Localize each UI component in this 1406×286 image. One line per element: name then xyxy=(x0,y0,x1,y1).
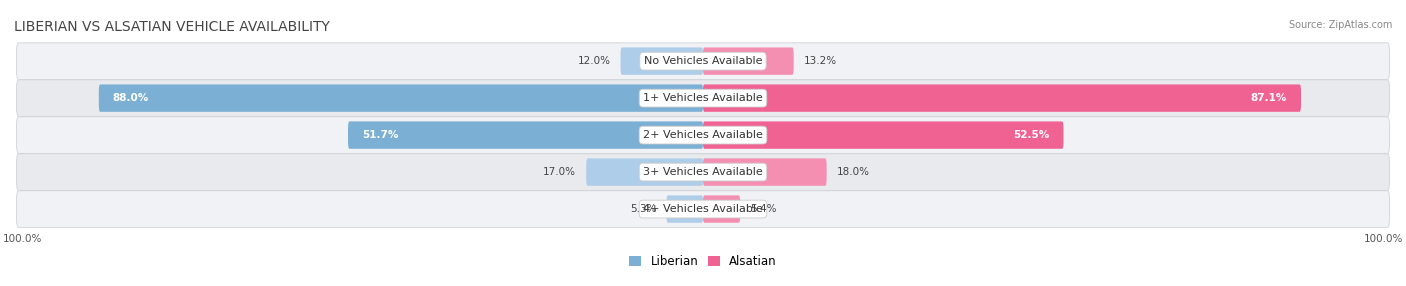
Text: 100.0%: 100.0% xyxy=(3,234,42,244)
Text: 51.7%: 51.7% xyxy=(361,130,398,140)
Text: No Vehicles Available: No Vehicles Available xyxy=(644,56,762,66)
FancyBboxPatch shape xyxy=(17,117,1389,153)
FancyBboxPatch shape xyxy=(349,122,703,149)
Text: 4+ Vehicles Available: 4+ Vehicles Available xyxy=(643,204,763,214)
FancyBboxPatch shape xyxy=(17,154,1389,190)
Text: 3+ Vehicles Available: 3+ Vehicles Available xyxy=(643,167,763,177)
Legend: Liberian, Alsatian: Liberian, Alsatian xyxy=(624,250,782,273)
FancyBboxPatch shape xyxy=(98,84,703,112)
FancyBboxPatch shape xyxy=(703,47,793,75)
Text: 18.0%: 18.0% xyxy=(837,167,870,177)
FancyBboxPatch shape xyxy=(666,195,703,223)
FancyBboxPatch shape xyxy=(17,191,1389,227)
Text: 12.0%: 12.0% xyxy=(578,56,610,66)
Text: 52.5%: 52.5% xyxy=(1014,130,1050,140)
FancyBboxPatch shape xyxy=(703,122,1063,149)
Text: 87.1%: 87.1% xyxy=(1251,93,1288,103)
Text: 5.3%: 5.3% xyxy=(630,204,657,214)
Text: LIBERIAN VS ALSATIAN VEHICLE AVAILABILITY: LIBERIAN VS ALSATIAN VEHICLE AVAILABILIT… xyxy=(14,20,330,34)
FancyBboxPatch shape xyxy=(703,84,1301,112)
FancyBboxPatch shape xyxy=(17,43,1389,80)
FancyBboxPatch shape xyxy=(703,195,740,223)
Text: 1+ Vehicles Available: 1+ Vehicles Available xyxy=(643,93,763,103)
Text: 13.2%: 13.2% xyxy=(804,56,837,66)
Text: 88.0%: 88.0% xyxy=(112,93,149,103)
FancyBboxPatch shape xyxy=(17,80,1389,116)
FancyBboxPatch shape xyxy=(586,158,703,186)
Text: 100.0%: 100.0% xyxy=(1364,234,1403,244)
Text: 17.0%: 17.0% xyxy=(543,167,576,177)
FancyBboxPatch shape xyxy=(620,47,703,75)
Text: 2+ Vehicles Available: 2+ Vehicles Available xyxy=(643,130,763,140)
FancyBboxPatch shape xyxy=(703,158,827,186)
Text: Source: ZipAtlas.com: Source: ZipAtlas.com xyxy=(1288,20,1392,30)
Text: 5.4%: 5.4% xyxy=(751,204,778,214)
